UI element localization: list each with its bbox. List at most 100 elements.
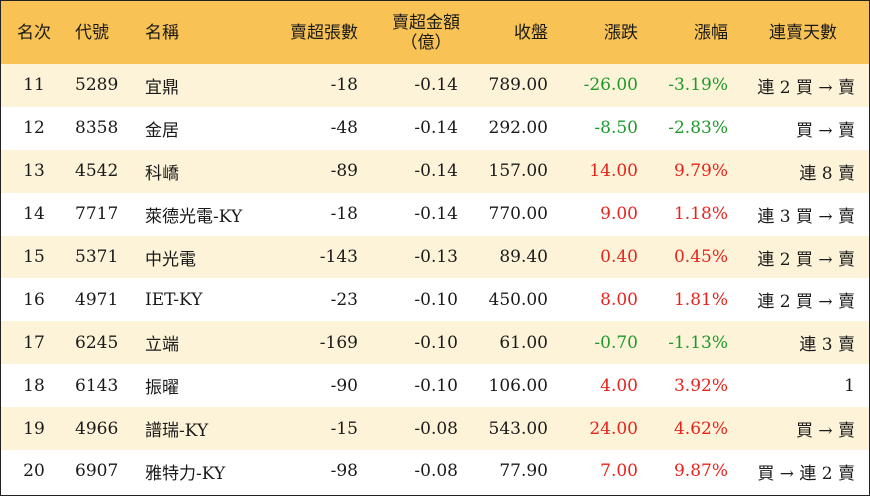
streak-cell: 買 → 賣 <box>795 120 855 141</box>
rank-cell: 12 <box>23 118 45 139</box>
name-cell: 振曜 <box>145 378 179 399</box>
change-cell: 14.00 <box>589 161 638 182</box>
change-pct-cell: 1.81% <box>673 289 728 310</box>
table-row: 15 5371 中光電 -143 -0.13 89.40 0.40 0.45% 連 2 買 → … <box>1 235 869 279</box>
change-cell: -0.70 <box>594 332 638 353</box>
header-net-sell-amount: 賣超金額 （億） <box>367 1 467 64</box>
table-row: 13 4542 科嶠 -89 -0.14 157.00 14.00 9.79% 連 8 賣 <box>1 149 869 193</box>
change-pct-cell: -2.83% <box>668 118 728 139</box>
close-cell: 789.00 <box>488 75 548 96</box>
streak-cell: 買 → 連 2 賣 <box>757 463 855 484</box>
net-sell-amount-cell: -0.08 <box>414 461 458 482</box>
rank-cell: 11 <box>23 75 45 96</box>
net-sell-lots-cell: -23 <box>330 289 358 310</box>
change-cell: 9.00 <box>600 204 638 225</box>
code-cell: 6245 <box>75 332 119 353</box>
table-row: 11 5289 宜鼎 -18 -0.14 789.00 -26.00 -3.19% 連 2 買 … <box>1 64 869 107</box>
rank-cell: 17 <box>23 332 45 353</box>
close-cell: 770.00 <box>488 204 548 225</box>
code-cell: 8358 <box>75 118 119 139</box>
net-sell-lots-cell: -169 <box>319 332 358 353</box>
table-header-row: 名次 代號 名稱 賣超張數 賣超金額 （億） 收盤 漲跌 漲幅 連賣天數 <box>1 1 869 64</box>
header-code: 代號 <box>75 22 109 43</box>
code-cell: 5371 <box>75 247 119 267</box>
net-sell-lots-cell: -98 <box>330 461 358 482</box>
net-sell-amount-cell: -0.10 <box>414 375 458 396</box>
name-cell: 中光電 <box>145 249 196 270</box>
net-sell-amount-cell: -0.10 <box>414 289 458 310</box>
header-name: 名稱 <box>145 22 179 43</box>
change-pct-cell: 3.92% <box>673 375 728 396</box>
close-cell: 543.00 <box>488 418 548 439</box>
table-row: 17 6245 立端 -169 -0.10 61.00 -0.70 -1.13% 連 3 賣 <box>1 321 869 365</box>
change-cell: -26.00 <box>583 75 638 96</box>
table-body: 11 5289 宜鼎 -18 -0.14 789.00 -26.00 -3.19% 連 2 買 … <box>1 64 869 493</box>
change-pct-cell: 0.45% <box>673 247 728 267</box>
header-net-sell-lots: 賣超張數 <box>290 22 358 43</box>
code-cell: 6143 <box>75 375 119 396</box>
close-cell: 157.00 <box>488 161 548 182</box>
name-cell: 萊德光電-KY <box>145 206 243 227</box>
table-row: 20 6907 雅特力-KY -98 -0.08 77.90 7.00 9.87% 買 → 連 … <box>1 450 869 493</box>
close-cell: 61.00 <box>499 332 548 353</box>
net-sell-amount-cell: -0.14 <box>414 118 458 139</box>
net-sell-lots-cell: -18 <box>330 75 358 96</box>
header-streak: 連賣天數 <box>769 22 837 43</box>
header-net-sell-amount-line1: 賣超金額 <box>392 12 460 33</box>
streak-cell: 連 8 賣 <box>799 163 855 184</box>
code-cell: 4966 <box>75 418 119 439</box>
net-sell-lots-cell: -90 <box>330 375 358 396</box>
code-cell: 5289 <box>75 75 119 96</box>
change-pct-cell: 1.18% <box>673 204 728 225</box>
close-cell: 292.00 <box>488 118 548 139</box>
name-cell: 科嶠 <box>145 163 179 184</box>
streak-cell: 連 3 買 → 賣 <box>757 206 855 227</box>
net-sell-lots-cell: -18 <box>330 204 358 225</box>
rank-cell: 15 <box>23 247 45 267</box>
header-net-sell-amount-line2: （億） <box>400 32 452 53</box>
rank-cell: 16 <box>23 289 45 310</box>
change-cell: 0.40 <box>600 247 638 267</box>
table-row: 19 4966 譜瑞-KY -15 -0.08 543.00 24.00 4.62% 買 → 賣 <box>1 407 869 451</box>
change-pct-cell: 9.79% <box>673 161 728 182</box>
name-cell: 宜鼎 <box>145 77 179 98</box>
code-cell: 4971 <box>75 289 119 310</box>
rank-cell: 13 <box>23 161 45 182</box>
streak-cell: 買 → 賣 <box>795 421 855 442</box>
header-change-pct: 漲幅 <box>694 22 728 43</box>
close-cell: 77.90 <box>499 461 548 482</box>
change-cell: 4.00 <box>600 375 638 396</box>
streak-cell: 連 2 買 → 賣 <box>757 77 855 98</box>
change-pct-cell: -3.19% <box>668 75 728 96</box>
streak-cell: 連 3 賣 <box>799 335 855 356</box>
name-cell: 雅特力-KY <box>145 463 226 484</box>
name-cell: 金居 <box>145 120 179 141</box>
close-cell: 89.40 <box>499 247 548 267</box>
table-row: 16 4971 IET-KY -23 -0.10 450.00 8.00 1.81% 連 2 買… <box>1 278 869 322</box>
net-sell-lots-cell: -48 <box>330 118 358 139</box>
net-sell-amount-cell: -0.14 <box>414 75 458 96</box>
net-sell-amount-cell: -0.13 <box>414 247 458 267</box>
code-cell: 4542 <box>75 161 119 182</box>
header-rank: 名次 <box>17 22 51 43</box>
code-cell: 6907 <box>75 461 119 482</box>
net-sell-lots-cell: -143 <box>319 247 358 267</box>
rank-cell: 14 <box>23 204 45 225</box>
net-sell-amount-cell: -0.08 <box>414 418 458 439</box>
code-cell: 7717 <box>75 204 119 225</box>
rank-cell: 19 <box>23 418 45 439</box>
name-cell: 立端 <box>145 335 179 356</box>
net-sell-amount-cell: -0.14 <box>414 161 458 182</box>
header-change: 漲跌 <box>604 22 638 43</box>
streak-cell: 1 <box>844 375 855 396</box>
name-cell: 譜瑞-KY <box>145 421 209 442</box>
rank-cell: 18 <box>23 375 45 396</box>
net-sell-lots-cell: -89 <box>330 161 358 182</box>
table-row: 18 6143 振曜 -90 -0.10 106.00 4.00 3.92% 1 <box>1 364 869 408</box>
table-row: 12 8358 金居 -48 -0.14 292.00 -8.50 -2.83% 買 → 賣 <box>1 106 869 150</box>
net-sell-amount-cell: -0.14 <box>414 204 458 225</box>
net-sell-lots-cell: -15 <box>330 418 358 439</box>
change-pct-cell: -1.13% <box>668 332 728 353</box>
